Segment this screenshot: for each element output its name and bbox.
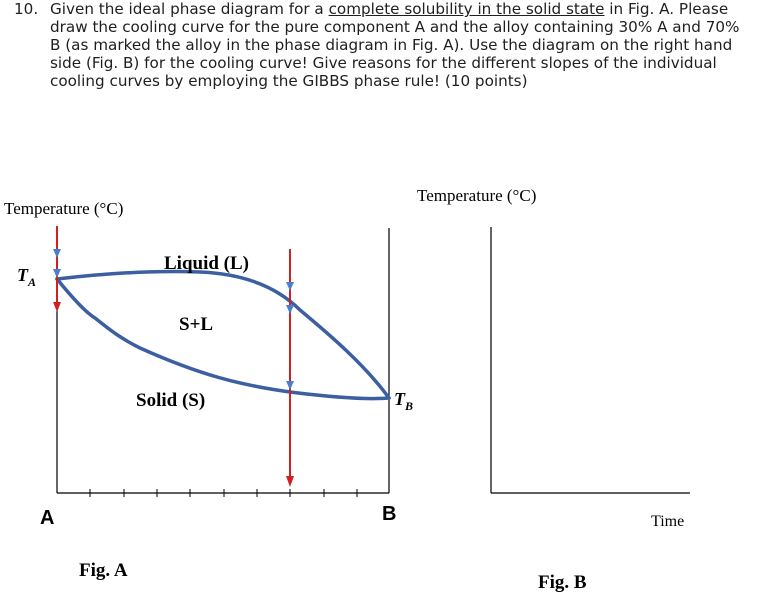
- fig-b-caption: Fig. B: [538, 572, 587, 593]
- question-text-before: Given the ideal phase diagram for a: [50, 0, 329, 18]
- pure-a-arrow-head: [53, 302, 61, 312]
- tb-label: TB: [394, 389, 413, 413]
- alloy-arrow-head: [286, 476, 294, 487]
- fig-b-x-axis-label: Time: [651, 513, 684, 530]
- question-text-underlined: complete solubility in the solid state: [328, 0, 605, 18]
- region-mix-label: S+L: [179, 314, 213, 335]
- question-text: 10. Given the ideal phase diagram for a …: [14, 0, 754, 90]
- region-liquid-label: Liquid (L): [164, 253, 249, 274]
- alloy-blue-arrow-1: [286, 282, 294, 291]
- alloy-blue-arrow-2: [286, 305, 294, 314]
- x-axis-label-a: A: [40, 507, 54, 529]
- pure-a-blue-arrow-mid: [53, 269, 61, 278]
- fig-b-y-axis-label: Temperature (°C): [417, 186, 536, 205]
- question-text-after: in Fig. A. Please draw the cooling curve…: [50, 0, 740, 90]
- region-solid-label: Solid (S): [136, 390, 205, 411]
- ta-label-sub: A: [27, 275, 36, 289]
- tb-label-main: T: [394, 389, 406, 409]
- tb-label-sub: B: [404, 399, 413, 413]
- pure-a-blue-arrow-top: [53, 249, 61, 258]
- fig-a-ticks: [89, 489, 358, 497]
- ta-label-main: T: [17, 265, 29, 285]
- alloy-blue-arrow-3: [286, 381, 294, 390]
- solidus-curve: [55, 277, 391, 401]
- liquidus-curve: [55, 269, 391, 400]
- question-number: 10.: [14, 0, 39, 18]
- question-body: Given the ideal phase diagram for a comp…: [50, 0, 754, 90]
- ta-label: TA: [17, 265, 36, 289]
- x-axis-label-b: B: [382, 503, 396, 525]
- fig-a-caption: Fig. A: [79, 560, 128, 581]
- fig-a-y-axis-label: Temperature (°C): [4, 199, 123, 218]
